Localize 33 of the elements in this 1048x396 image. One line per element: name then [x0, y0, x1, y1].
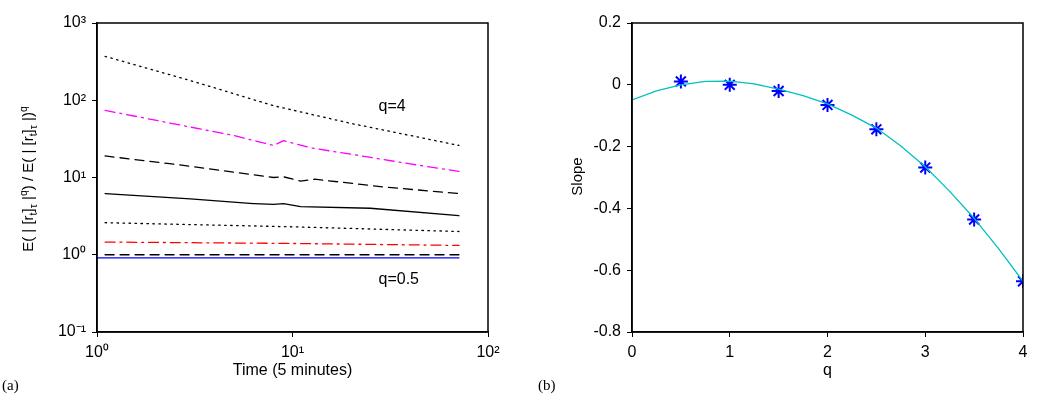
point	[672, 73, 689, 90]
y-tick-label: 10²	[62, 90, 87, 108]
x-tick-label: 10⁰	[85, 343, 109, 361]
point	[966, 211, 983, 228]
y-tick-label: 0.2	[598, 13, 622, 31]
y-tick-label: 10¹	[62, 167, 86, 185]
point	[917, 159, 934, 176]
annotation: q=4	[378, 96, 406, 114]
y-tick-label: -0.8	[593, 322, 622, 340]
y-tick-label: -0.6	[593, 260, 622, 278]
x-axis-title: q	[823, 360, 832, 378]
annotation: q=0.5	[378, 269, 420, 287]
y-tick-label: -0.4	[593, 198, 622, 216]
y-tick-label: -0.2	[593, 137, 622, 155]
y-tick-label: 10⁻¹	[57, 322, 86, 340]
x-tick-label: 10¹	[280, 343, 305, 361]
x-tick-label: 3	[920, 343, 930, 361]
y-axis-title: Slope	[567, 156, 585, 198]
point	[868, 121, 885, 138]
y-tick-label: 10³	[62, 13, 87, 31]
x-axis-title: Time (5 minutes)	[232, 360, 353, 378]
x-tick-label: 1	[725, 343, 735, 361]
point	[770, 82, 787, 99]
text: (a)	[2, 377, 19, 395]
point	[819, 96, 836, 113]
text: (b)	[538, 377, 556, 395]
x-tick-label: 4	[1018, 343, 1028, 361]
y-tick-label: 0	[612, 75, 622, 93]
x-tick-label: 0	[627, 343, 637, 361]
y-tick-label: 10⁰	[62, 245, 86, 263]
x-tick-label: 10²	[476, 343, 501, 361]
point	[721, 76, 738, 93]
x-tick-label: 2	[823, 343, 833, 361]
